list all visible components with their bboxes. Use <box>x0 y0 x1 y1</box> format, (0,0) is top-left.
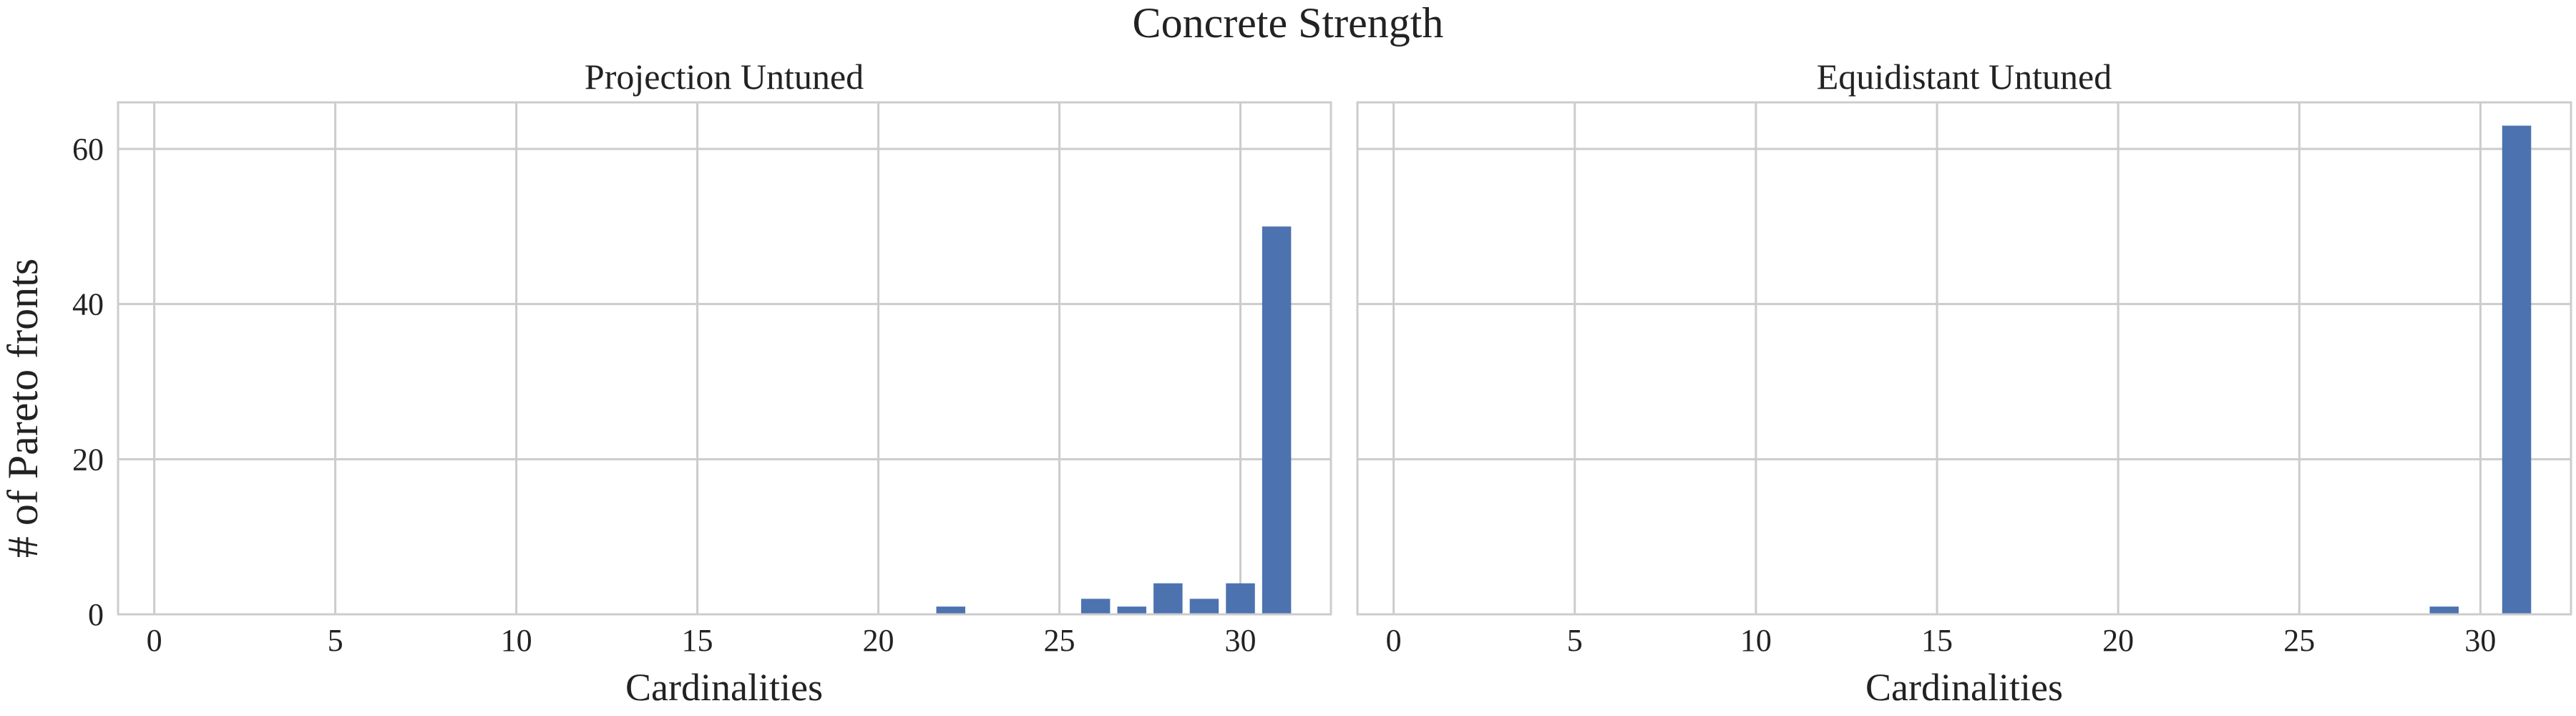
x-tick-label: 5 <box>1567 623 1583 658</box>
x-tick-label: 10 <box>501 623 532 658</box>
x-tick-label: 5 <box>328 623 343 658</box>
x-tick-label: 0 <box>1386 623 1402 658</box>
x-tick-label: 0 <box>147 623 162 658</box>
panel-title: Projection Untuned <box>585 57 864 97</box>
bar-28 <box>1153 583 1183 614</box>
panel-equidistant-untuned: Equidistant Untuned Cardinalities 0 5 10 15… <box>1356 57 2572 709</box>
bar-22 <box>936 606 965 614</box>
bar-31 <box>1262 226 1292 614</box>
x-tick-label: 10 <box>1740 623 1772 658</box>
panel-projection-untuned: Projection Untuned Cardinalities 0 5 10 15 2… <box>72 57 1332 709</box>
x-axis-label: Cardinalities <box>625 666 823 709</box>
bar-30 <box>1226 583 1255 614</box>
x-tick-label: 15 <box>682 623 713 658</box>
bar-31 <box>2502 125 2532 614</box>
bar-29 <box>2429 606 2459 614</box>
x-tick-label: 25 <box>2283 623 2315 658</box>
x-tick-label: 15 <box>1921 623 1953 658</box>
bar-26 <box>1080 599 1111 614</box>
y-tick-label: 0 <box>88 597 104 632</box>
x-tick-label: 20 <box>2102 623 2134 658</box>
x-tick-label: 30 <box>2464 623 2496 658</box>
plot-frame <box>117 101 1332 616</box>
x-tick-label: 20 <box>863 623 894 658</box>
y-tick-label: 40 <box>72 287 104 322</box>
y-tick-label: 60 <box>72 132 104 167</box>
x-axis-label: Cardinalities <box>1865 666 2063 709</box>
panel-title: Equidistant Untuned <box>1817 57 2112 97</box>
x-tick-label: 30 <box>1225 623 1257 658</box>
y-axis-label: # of Pareto fronts <box>0 258 47 558</box>
x-tick-label: 25 <box>1044 623 1075 658</box>
plot-frame <box>1356 101 2572 616</box>
y-tick-label: 20 <box>72 442 104 477</box>
bar-27 <box>1117 606 1146 614</box>
bar-29 <box>1189 599 1219 614</box>
figure-title: Concrete Strength <box>1133 0 1444 47</box>
